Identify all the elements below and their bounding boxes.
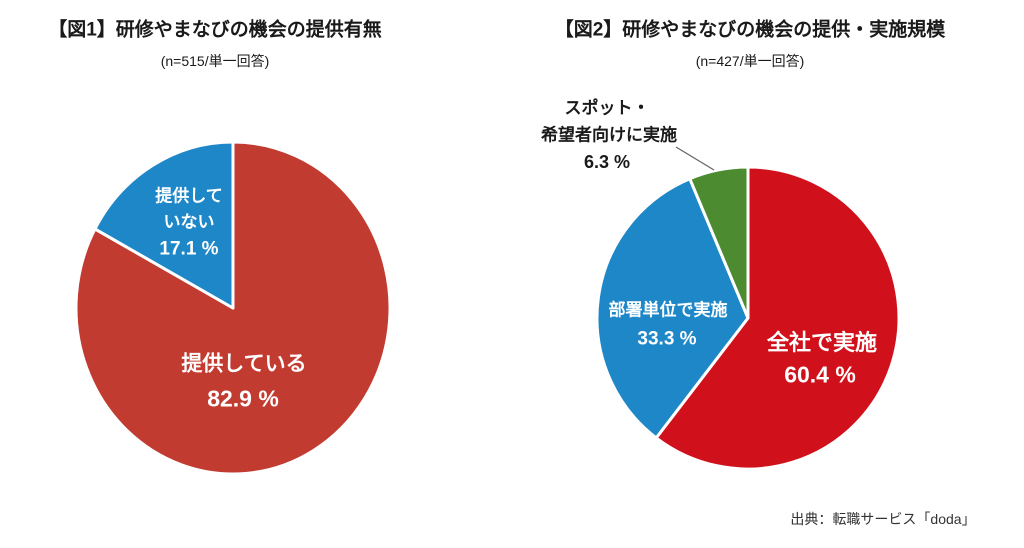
- figure2-slice-0: [654, 165, 901, 471]
- figure2-subtitle: (n=427/単一回答): [695, 53, 805, 69]
- figure1-slice-1: [93, 140, 235, 310]
- figure2-title: 【図2】研修やまなびの機会の提供・実施規模: [554, 19, 946, 41]
- figure2-slice-1: [595, 177, 750, 440]
- fig1-value-not-provided: 17.1 %: [159, 238, 219, 260]
- fig1-label-provided: 提供している: [181, 352, 307, 376]
- fig2-value-department: 33.3 %: [637, 328, 697, 350]
- figure1-title: 【図1】研修やまなびの機会の提供有無: [48, 19, 382, 41]
- fig2-value-spot: 6.3 %: [583, 152, 631, 172]
- figure1-subtitle: (n=515/単一回答): [160, 53, 270, 69]
- fig2-label-companywide: 全社で実施: [766, 330, 878, 355]
- fig2-callout-spot-line1: スポット・: [564, 98, 650, 118]
- fig2-value-companywide: 60.4 %: [784, 361, 856, 388]
- callout-leader-line: [675, 146, 715, 171]
- fig1-label-not-provided-line2: いない: [163, 212, 215, 232]
- fig2-callout-spot-line2: 希望者向けに実施: [541, 125, 677, 145]
- source-credit: 出典：転職サービス「doda」: [790, 511, 976, 527]
- fig2-label-department: 部署単位で実施: [608, 300, 728, 320]
- fig1-label-not-provided-line1: 提供して: [155, 186, 223, 206]
- figure2-slice-2: [688, 165, 750, 320]
- fig1-value-provided: 82.9 %: [207, 385, 279, 412]
